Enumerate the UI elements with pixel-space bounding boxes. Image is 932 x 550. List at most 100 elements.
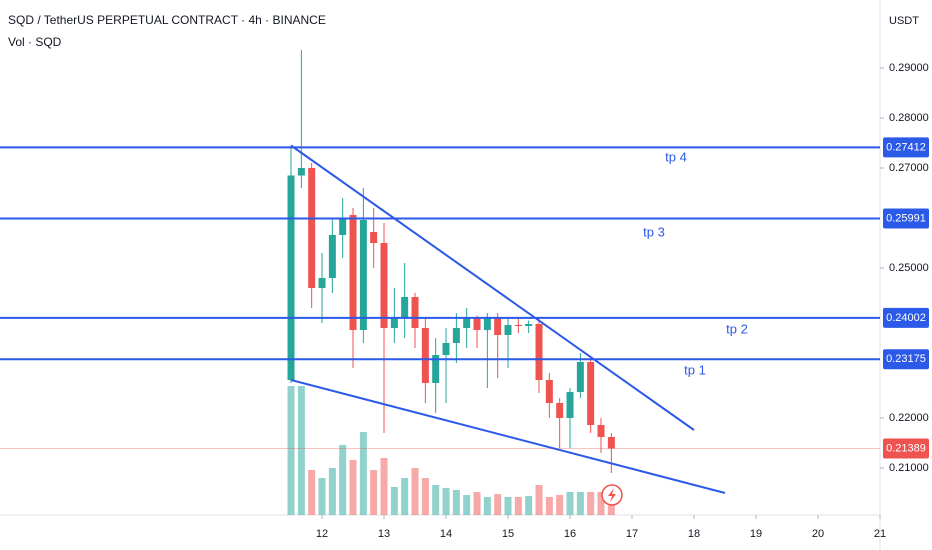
x-tick-label: 12 bbox=[316, 528, 328, 540]
y-axis-label: USDT bbox=[889, 15, 919, 27]
price-tag-label: 0.23175 bbox=[886, 353, 926, 365]
volume-bar bbox=[287, 386, 295, 515]
price-tag-label: 0.27412 bbox=[886, 141, 926, 153]
volume-bar bbox=[380, 458, 388, 515]
candle-body bbox=[287, 175, 295, 380]
volume-bar bbox=[308, 470, 316, 515]
y-tick-label: 0.25000 bbox=[889, 262, 929, 274]
price-tag-label: 0.25991 bbox=[886, 212, 926, 224]
candle-body bbox=[411, 297, 419, 328]
x-tick-label: 18 bbox=[688, 528, 700, 540]
volume-bar bbox=[483, 497, 491, 515]
volume-bar bbox=[432, 485, 440, 515]
price-tag bbox=[883, 307, 929, 328]
candle-body bbox=[504, 325, 512, 335]
candle-body bbox=[370, 232, 378, 243]
candle-body bbox=[308, 168, 316, 288]
volume-bar bbox=[339, 445, 347, 515]
candle-body bbox=[442, 343, 450, 355]
candle-body bbox=[483, 318, 491, 330]
candle-body bbox=[535, 324, 543, 380]
candle-body bbox=[297, 168, 305, 176]
trendline bbox=[290, 144, 695, 431]
candle-body bbox=[421, 328, 429, 383]
volume-bar bbox=[504, 497, 512, 515]
y-tick-label: 0.28000 bbox=[889, 112, 929, 124]
candle-body bbox=[432, 355, 440, 383]
level-label: tp 4 bbox=[665, 149, 687, 164]
volume-bar bbox=[514, 497, 522, 515]
volume-bar bbox=[318, 478, 326, 515]
volume-bar bbox=[597, 492, 605, 515]
candle-body bbox=[318, 278, 326, 288]
trendline bbox=[290, 379, 726, 494]
volume-bar bbox=[473, 492, 481, 515]
price-tag-label: 0.21389 bbox=[886, 442, 926, 454]
candle-body bbox=[328, 235, 336, 278]
x-tick-label: 20 bbox=[812, 528, 824, 540]
candle-body bbox=[390, 318, 398, 328]
volume-bar bbox=[328, 468, 336, 515]
candle-body bbox=[494, 318, 502, 335]
candle-body bbox=[401, 297, 409, 318]
volume-bar bbox=[349, 460, 357, 515]
candle-body bbox=[349, 215, 357, 330]
volume-bar bbox=[576, 492, 584, 515]
volume-bar bbox=[370, 470, 378, 515]
candle-body bbox=[566, 392, 574, 418]
volume-bar bbox=[359, 432, 367, 515]
volume-bar bbox=[463, 495, 471, 515]
candle-body bbox=[587, 362, 595, 425]
y-tick-label: 0.27000 bbox=[889, 162, 929, 174]
price-tag bbox=[883, 208, 929, 229]
candle-body bbox=[452, 328, 460, 343]
x-tick-label: 14 bbox=[440, 528, 452, 540]
x-tick-label: 13 bbox=[378, 528, 390, 540]
candle-body bbox=[514, 325, 522, 326]
candle-body bbox=[339, 218, 347, 235]
candle-body bbox=[545, 380, 553, 403]
y-tick-label: 0.21000 bbox=[889, 462, 929, 474]
volume-bar bbox=[297, 386, 305, 515]
volume-bar bbox=[411, 468, 419, 515]
y-tick-label: 0.22000 bbox=[889, 412, 929, 424]
level-label: tp 2 bbox=[726, 321, 748, 336]
volume-bar bbox=[401, 478, 409, 515]
volume-bar bbox=[566, 492, 574, 515]
volume-bar bbox=[587, 492, 595, 515]
y-tick-label: 0.29000 bbox=[889, 62, 929, 74]
x-tick-label: 15 bbox=[502, 528, 514, 540]
x-tick-label: 19 bbox=[750, 528, 762, 540]
alert-icon[interactable] bbox=[608, 488, 616, 502]
candle-body bbox=[473, 318, 481, 330]
candle-body bbox=[463, 318, 471, 328]
level-label: tp 3 bbox=[643, 224, 665, 239]
volume-bar bbox=[535, 485, 543, 515]
candle-body bbox=[607, 437, 615, 449]
volume-bar bbox=[525, 496, 533, 515]
volume-bar bbox=[545, 497, 553, 515]
candle-body bbox=[597, 425, 605, 437]
price-tag bbox=[883, 438, 929, 459]
candle-body bbox=[576, 362, 584, 392]
volume-bar bbox=[494, 494, 502, 515]
price-tag bbox=[883, 349, 929, 370]
x-tick-label: 16 bbox=[564, 528, 576, 540]
level-label: tp 1 bbox=[684, 362, 706, 377]
chart-title: SQD / TetherUS PERPETUAL CONTRACT · 4h ·… bbox=[8, 13, 326, 27]
volume-bar bbox=[390, 487, 398, 515]
volume-bar bbox=[442, 488, 450, 515]
x-tick-label: 21 bbox=[874, 528, 886, 540]
volume-label: Vol · SQD bbox=[8, 35, 62, 49]
candle-body bbox=[525, 324, 533, 326]
candle-body bbox=[380, 243, 388, 328]
candle-body bbox=[556, 403, 564, 418]
price-tag bbox=[883, 137, 929, 158]
volume-bar bbox=[556, 495, 564, 515]
candle-body bbox=[359, 220, 367, 330]
x-tick-label: 17 bbox=[626, 528, 638, 540]
volume-bar bbox=[421, 478, 429, 515]
volume-bar bbox=[452, 490, 460, 515]
price-tag-label: 0.24002 bbox=[886, 312, 926, 324]
